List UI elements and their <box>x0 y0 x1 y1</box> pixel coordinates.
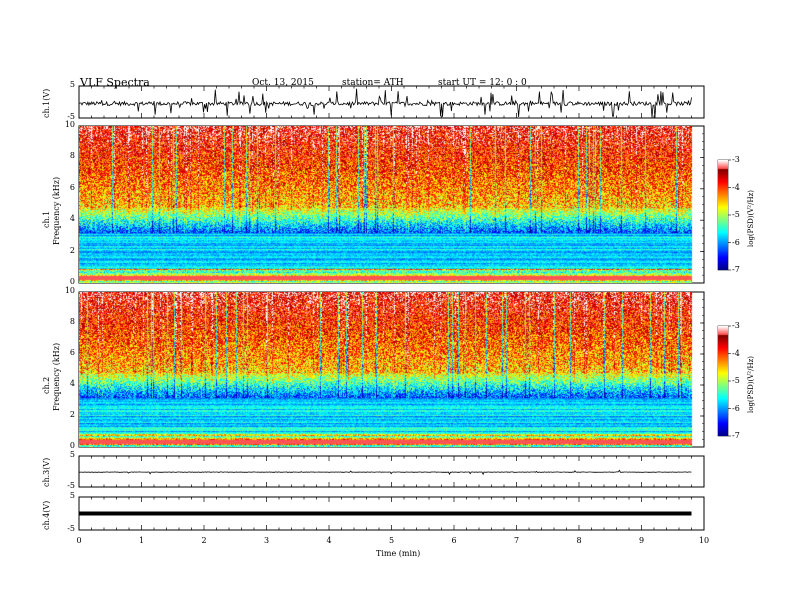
x-tick-label: 2 <box>201 536 207 545</box>
x-tick-label: 5 <box>388 536 395 545</box>
date-label: Oct. 13, 2015 <box>252 78 314 88</box>
y-tick-label-ch2-spectrogram: 6 <box>69 348 75 357</box>
y-tick-label-ch1-spectrogram: 6 <box>69 182 75 192</box>
ch2-spectrogram-ylabel-channel: ch.2 <box>42 376 51 394</box>
ch1-colorbar-label: log(PSD)(V²/Hz) <box>747 190 755 247</box>
ch4-waveform-ylabel: ch.4(V) <box>42 500 51 530</box>
x-tick-label: 7 <box>513 536 520 545</box>
ch1-spectrogram-ylabel-frequency: Frequency (kHz) <box>52 176 61 245</box>
y-tick-label-ch1-spectrogram: 2 <box>69 245 75 255</box>
y-tick-label-ch2-spectrogram: 0 <box>69 441 75 450</box>
y-tick-label-ch2-spectrogram: 8 <box>69 317 75 326</box>
colorbar-tick-label: -6 <box>732 403 740 413</box>
y-tick-label-ch1-waveform: -5 <box>67 112 75 121</box>
colorbar-tick-label: -3 <box>732 155 740 164</box>
y-tick-label-ch3-waveform: 5 <box>69 450 75 459</box>
colorbar-tick-label: -4 <box>732 182 740 192</box>
ch3-waveform-ylabel: ch.3(V) <box>42 457 51 487</box>
colorbar-tick-label: -5 <box>732 210 740 219</box>
colorbar-tick-label: -3 <box>732 321 740 330</box>
x-tick-label: 9 <box>638 536 645 545</box>
y-tick-label-ch4-waveform: -5 <box>67 524 75 533</box>
ch2-spectrogram <box>79 292 693 447</box>
ch2-colorbar <box>718 326 728 436</box>
y-tick-label-ch4-waveform: 5 <box>69 491 75 500</box>
x-axis-label: Time (min) <box>376 549 421 558</box>
y-tick-label-ch2-spectrogram: 4 <box>69 379 75 388</box>
ch1-waveform-ylabel: ch.1(V) <box>42 88 51 118</box>
y-tick-label-ch1-spectrogram: 4 <box>69 214 75 224</box>
colorbar-tick-label: -7 <box>732 431 740 440</box>
colorbar-tick-label: -6 <box>732 237 740 247</box>
x-tick-label: 1 <box>138 536 145 545</box>
x-tick-label: 4 <box>326 536 332 545</box>
x-tick-label: 10 <box>698 536 710 545</box>
y-tick-label-ch1-spectrogram: 10 <box>64 120 75 129</box>
colorbar-tick-label: -5 <box>732 376 740 385</box>
start-ut-label: start UT = 12: 0 : 0 <box>438 78 527 88</box>
x-tick-label: 8 <box>576 536 582 545</box>
ch2-colorbar-label: log(PSD)(V²/Hz) <box>747 356 755 413</box>
x-tick-label: 3 <box>263 536 270 545</box>
ch3-waveform-trace <box>78 469 692 476</box>
ch1-waveform-trace <box>78 88 692 119</box>
y-tick-label-ch2-spectrogram: 2 <box>69 410 75 419</box>
colorbar-tick-label: -4 <box>732 348 740 358</box>
colorbar-tick-label: -7 <box>732 265 740 274</box>
y-tick-label-ch1-spectrogram: 0 <box>69 277 75 286</box>
y-tick-label-ch1-waveform: 5 <box>69 80 75 89</box>
ch1-spectrogram-ylabel-channel: ch.1 <box>42 210 51 228</box>
x-tick-label: 6 <box>451 536 457 545</box>
y-tick-label-ch3-waveform: -5 <box>67 481 75 490</box>
station-label: station= ATH <box>342 78 404 88</box>
x-tick-label: 0 <box>76 536 82 545</box>
ch2-spectrogram-ylabel-frequency: Frequency (kHz) <box>52 342 61 411</box>
y-tick-label-ch1-spectrogram: 8 <box>69 151 75 161</box>
y-tick-label-ch2-spectrogram: 10 <box>64 286 75 295</box>
ch1-spectrogram <box>79 126 693 283</box>
ch1-colorbar <box>718 160 728 270</box>
